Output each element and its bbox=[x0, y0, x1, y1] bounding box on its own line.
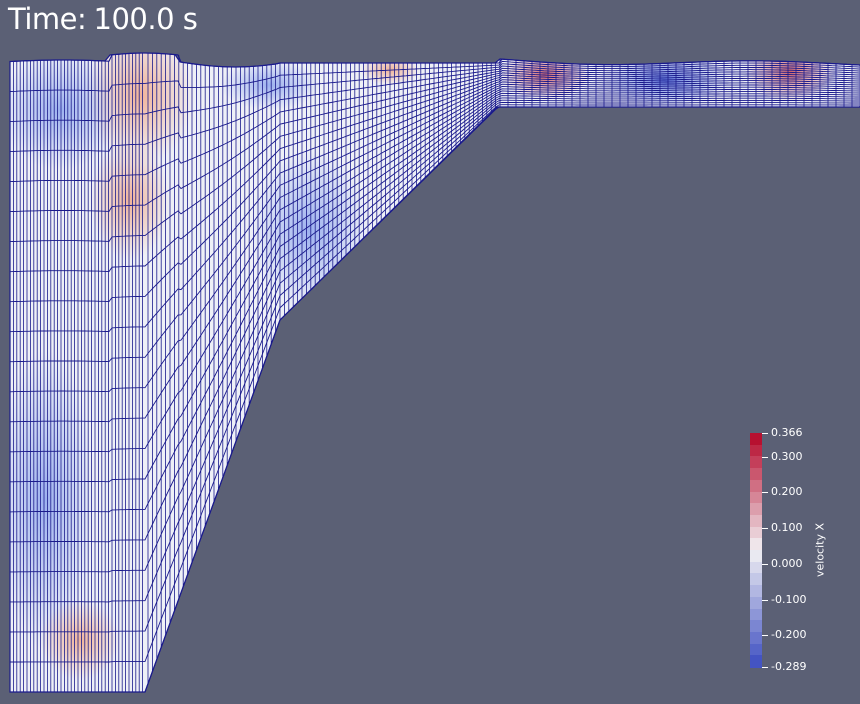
colorbar-band bbox=[750, 456, 762, 469]
colorbar-label-min: -0.289 bbox=[771, 660, 807, 673]
colorbar-band bbox=[750, 608, 762, 621]
colorbar-tick bbox=[762, 564, 768, 565]
time-annotation: Time: 100.0 s bbox=[8, 2, 198, 36]
colorbar-title: velocity X bbox=[813, 522, 827, 578]
colorbar-band bbox=[750, 514, 762, 528]
colorbar-band bbox=[750, 538, 762, 551]
colorbar-legend bbox=[750, 433, 762, 668]
time-value: 100.0 bbox=[93, 2, 175, 36]
colorbar-label: 0.300 bbox=[771, 450, 803, 463]
colorbar-band bbox=[750, 503, 762, 516]
colorbar-band bbox=[750, 468, 762, 481]
colorbar-label: -0.200 bbox=[771, 628, 807, 641]
colorbar-band bbox=[750, 655, 762, 668]
colorbar-tick bbox=[762, 492, 768, 493]
colorbar-label: 0.000 bbox=[771, 557, 803, 570]
colorbar-band bbox=[750, 491, 762, 504]
colorbar-band bbox=[750, 561, 762, 574]
colorbar-band bbox=[750, 631, 762, 645]
colorbar-band bbox=[750, 620, 762, 633]
colorbar-label-max: 0.366 bbox=[771, 426, 803, 439]
time-unit: s bbox=[182, 2, 198, 36]
colorbar-tick bbox=[762, 600, 768, 601]
colorbar-band bbox=[750, 433, 762, 446]
colorbar-label: 0.200 bbox=[771, 485, 803, 498]
colorbar-tick bbox=[762, 457, 768, 458]
time-prefix: Time: bbox=[8, 2, 87, 36]
colorbar-band bbox=[750, 526, 762, 539]
colorbar-band bbox=[750, 479, 762, 493]
colorbar-tick bbox=[762, 635, 768, 636]
colorbar-band bbox=[750, 444, 762, 457]
colorbar-band bbox=[750, 596, 762, 610]
colorbar-tick-min bbox=[762, 667, 768, 668]
colorbar-tick-max bbox=[762, 433, 768, 434]
colorbar-band bbox=[750, 550, 762, 563]
colorbar-label: -0.100 bbox=[771, 593, 807, 606]
colorbar-band bbox=[750, 643, 762, 656]
colorbar-band bbox=[750, 573, 762, 586]
colorbar-tick bbox=[762, 528, 768, 529]
colorbar-band bbox=[750, 585, 762, 598]
mesh-grid bbox=[9, 52, 860, 693]
colorbar-label: 0.100 bbox=[771, 521, 803, 534]
